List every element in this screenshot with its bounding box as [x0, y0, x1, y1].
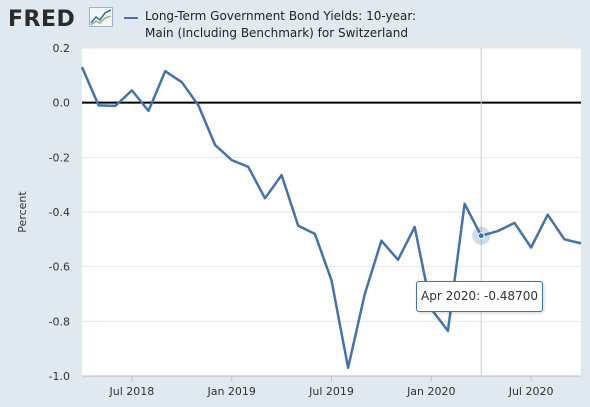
x-tick-label: Jul 2019 — [308, 385, 354, 398]
value-tooltip: Apr 2020: -0.48700 — [416, 281, 543, 312]
data-point — [213, 143, 217, 147]
data-point — [163, 69, 167, 73]
y-tick-label: -0.2 — [49, 151, 70, 164]
fred-logo[interactable]: FRED — [8, 7, 76, 32]
data-point — [529, 246, 533, 250]
data-point — [346, 366, 350, 370]
data-point — [330, 278, 334, 282]
data-point — [296, 224, 300, 228]
series-line — [80, 66, 582, 370]
y-tick-label: 0.0 — [53, 97, 71, 110]
data-point — [363, 292, 367, 296]
data-point — [396, 258, 400, 262]
legend-label[interactable]: Long-Term Government Bond Yields: 10-yea… — [145, 9, 417, 40]
x-tick-label: Jul 2018 — [109, 385, 155, 398]
data-point — [546, 213, 550, 217]
x-tick-label: Jan 2019 — [206, 385, 255, 398]
data-point — [196, 103, 200, 107]
data-point — [496, 229, 500, 233]
data-point — [80, 65, 84, 69]
data-point — [413, 225, 417, 229]
data-point — [463, 202, 467, 206]
data-point — [113, 104, 117, 108]
data-point — [130, 88, 134, 92]
x-tick-label: Jul 2020 — [508, 385, 554, 398]
y-tick-label: -0.6 — [49, 261, 70, 274]
legend-swatch — [124, 17, 138, 19]
x-tick-label: Jan 2020 — [406, 385, 455, 398]
data-point — [379, 239, 383, 243]
data-point — [230, 158, 234, 162]
data-point — [313, 232, 317, 236]
data-point — [562, 237, 566, 241]
data-point — [97, 103, 101, 107]
fred-graph-icon — [89, 7, 113, 27]
tooltip-separator: : — [476, 289, 485, 303]
data-point — [446, 329, 450, 333]
data-point — [263, 196, 267, 200]
y-tick-label: 0.2 — [53, 42, 71, 55]
y-tick-label: -1.0 — [49, 370, 70, 383]
y-tick-label: -0.4 — [49, 206, 70, 219]
data-point — [180, 80, 184, 84]
data-point — [147, 109, 151, 113]
data-point — [280, 173, 284, 177]
y-tick-label: -0.8 — [49, 315, 70, 328]
chart-header: FRED Long-Term Government Bond Yields: 1… — [0, 0, 590, 50]
tooltip-value: -0.48700 — [484, 289, 538, 303]
data-point — [579, 241, 583, 245]
tooltip-date: Apr 2020 — [421, 289, 477, 303]
data-point — [512, 221, 516, 225]
data-point — [246, 165, 250, 169]
highlight-point — [477, 232, 485, 240]
y-axis-label: Percent — [16, 191, 29, 233]
